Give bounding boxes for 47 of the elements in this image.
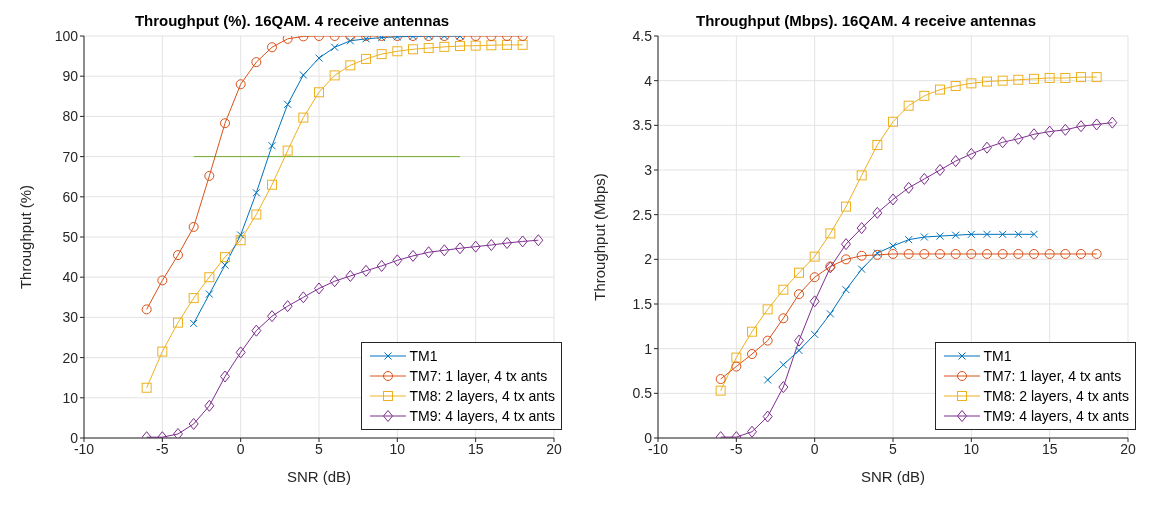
x-tick-label: 20 xyxy=(546,440,562,457)
x-tick-label: 10 xyxy=(389,440,406,457)
y-tick-label: 60 xyxy=(62,188,79,205)
y-tick-label: 3.5 xyxy=(632,117,653,134)
x-tick-label: 5 xyxy=(315,440,324,457)
y-tick-label: 4.5 xyxy=(632,27,653,44)
y-tick-label: 20 xyxy=(62,349,79,366)
y-axis-title: Throughput (%) xyxy=(17,184,35,290)
x-tick-label: 15 xyxy=(1041,440,1058,457)
x-tick-label: 5 xyxy=(889,440,898,457)
legend-label: TM1 xyxy=(409,348,438,364)
y-tick-label: 4 xyxy=(644,72,653,89)
legend-label: TM7: 1 layer, 4 tx ants xyxy=(983,368,1122,384)
y-tick-label: 3 xyxy=(644,161,653,178)
legend-label: TM7: 1 layer, 4 tx ants xyxy=(409,368,548,384)
x-tick-label: 15 xyxy=(467,440,484,457)
x-tick-label: -5 xyxy=(730,440,743,457)
x-tick-label: 10 xyxy=(963,440,980,457)
y-tick-label: 1 xyxy=(644,340,653,357)
x-tick-label: 20 xyxy=(1120,440,1136,457)
y-tick-label: 10 xyxy=(62,389,79,406)
x-tick-label: -5 xyxy=(156,440,169,457)
y-tick-label: 30 xyxy=(62,309,79,326)
legend-label: TM9: 4 layers, 4 tx ants xyxy=(409,408,555,424)
y-tick-label: 90 xyxy=(62,68,79,85)
x-tick-label: 0 xyxy=(236,440,245,457)
y-tick-label: 2 xyxy=(644,251,653,268)
x-axis-title: SNR (dB) xyxy=(860,468,926,485)
y-tick-label: 40 xyxy=(62,269,79,286)
x-axis-title: SNR (dB) xyxy=(286,468,352,485)
y-tick-label: 100 xyxy=(54,27,79,44)
y-tick-label: 0.5 xyxy=(632,385,653,402)
y-tick-label: 1.5 xyxy=(632,295,653,312)
legend-label: TM9: 4 layers, 4 tx ants xyxy=(983,408,1129,424)
x-tick-label: 0 xyxy=(810,440,819,457)
y-tick-label: 50 xyxy=(62,228,79,245)
chart-title: Throughput (Mbps). 16QAM. 4 receive antennas xyxy=(694,12,1038,29)
legend-label: TM8: 2 layers, 4 tx ants xyxy=(409,388,555,404)
legend-label: TM1 xyxy=(983,348,1012,364)
y-tick-label: 0 xyxy=(70,429,79,446)
y-tick-label: 70 xyxy=(62,148,79,165)
y-tick-label: 80 xyxy=(62,108,79,125)
legend-label: TM8: 2 layers, 4 tx ants xyxy=(983,388,1129,404)
y-axis-title: Throughput (Mbps) xyxy=(591,173,609,301)
y-tick-label: 0 xyxy=(644,429,653,446)
y-tick-label: 2.5 xyxy=(632,206,653,223)
chart-title: Throughput (%). 16QAM. 4 receive antennas xyxy=(133,12,451,29)
